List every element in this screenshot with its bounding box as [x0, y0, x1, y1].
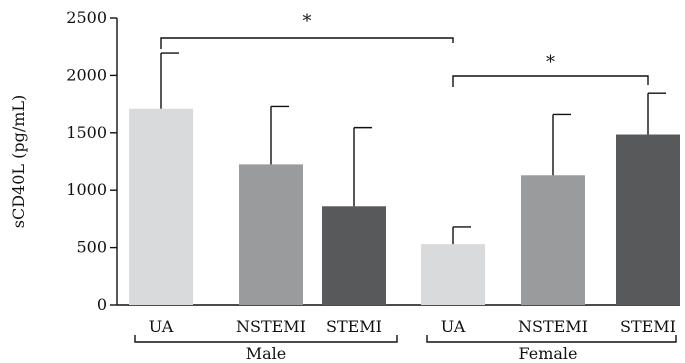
group-bracket	[426, 335, 677, 343]
bar	[521, 175, 585, 305]
group-bracket	[134, 335, 398, 343]
bar	[322, 206, 386, 305]
y-axis-title: sCD40L (pg/mL)	[9, 95, 28, 229]
x-tick-label: STEMI	[620, 317, 676, 336]
significance-bracket	[160, 37, 454, 49]
group-label: Female	[519, 344, 578, 363]
x-tick-label: UA	[149, 317, 174, 336]
group-label: Male	[246, 344, 287, 363]
y-tick-label: 2500	[66, 8, 107, 27]
bar	[421, 244, 485, 305]
bar	[129, 108, 193, 305]
significance-label: *	[303, 11, 312, 32]
significance-bracket	[452, 75, 649, 87]
significance-label: *	[546, 52, 555, 73]
x-tick-label: NSTEMI	[518, 317, 588, 336]
y-tick-label: 500	[76, 238, 107, 257]
y-tick-label: 0	[97, 295, 107, 314]
x-tick-label: NSTEMI	[236, 317, 306, 336]
x-tick-label: STEMI	[326, 317, 382, 336]
y-tick-label: 2000	[66, 65, 107, 84]
bar	[239, 164, 303, 305]
y-tick-label: 1000	[66, 180, 107, 199]
bar	[616, 134, 680, 305]
x-tick-label: UA	[441, 317, 466, 336]
y-tick-label: 1500	[66, 123, 107, 142]
